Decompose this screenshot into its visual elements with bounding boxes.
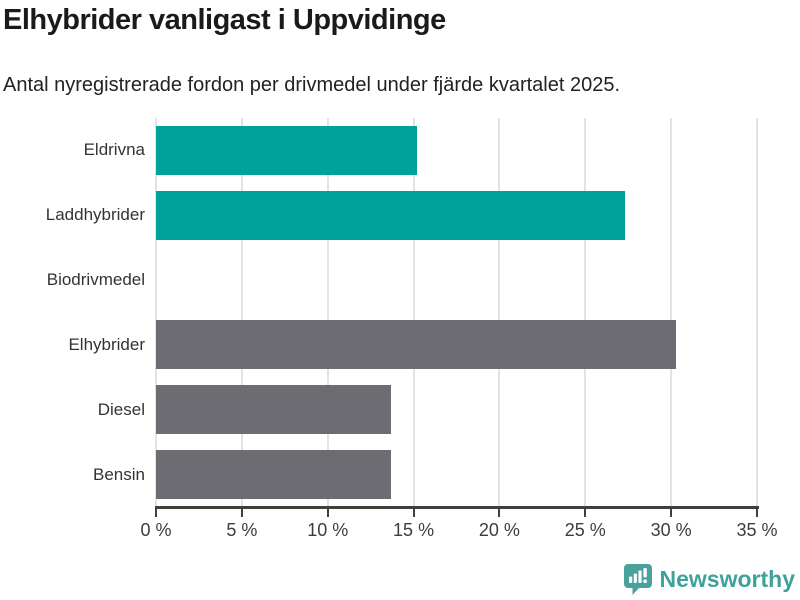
gridline (498, 118, 501, 507)
gridline (756, 118, 758, 507)
x-axis-tick-label: 10 % (307, 520, 349, 540)
bar-row (156, 313, 757, 378)
x-axis-tick (498, 509, 501, 517)
x-axis-tick-label: 15 % (393, 520, 435, 540)
gridline (412, 118, 415, 507)
gridline (326, 118, 329, 507)
brand-footer: Newsworthy (623, 563, 795, 596)
y-axis-label: Bensin (93, 464, 145, 484)
x-axis-tick (670, 509, 673, 517)
y-axis-label: Eldrivna (83, 140, 145, 160)
bar (156, 385, 392, 435)
x-axis-tick (240, 509, 243, 517)
x-axis-tick-label: 20 % (478, 520, 520, 540)
gridline (670, 118, 673, 507)
bar (156, 125, 417, 175)
brand-name: Newsworthy (659, 566, 795, 592)
bar-row (156, 118, 757, 183)
bar-row (156, 442, 757, 507)
plot-area (155, 118, 758, 507)
x-axis-tick-label: 0 % (140, 520, 172, 540)
gridline (584, 118, 587, 507)
x-axis-tick (155, 509, 157, 517)
chart-title: Elhybrider vanligast i Uppvidinge (3, 4, 446, 36)
x-axis-tick (756, 509, 758, 517)
x-axis-tick (412, 509, 415, 517)
x-axis-tick-label: 30 % (650, 520, 692, 540)
x-axis-tick-label: 25 % (564, 520, 606, 540)
bar (156, 190, 625, 240)
bar (156, 450, 392, 500)
x-axis-tick (326, 509, 329, 517)
bar-row (156, 248, 757, 313)
bar-row (156, 377, 757, 442)
x-axis-tick-labels: 0 % 5 % 10 % 15 % 20 % 25 % 30 % 35 % (0, 520, 800, 544)
bar-row (156, 183, 757, 248)
y-axis-label: Diesel (97, 399, 145, 419)
x-axis-tick-label: 35 % (736, 520, 778, 540)
x-axis-tick (584, 509, 587, 517)
newsworthy-logo-icon (623, 564, 652, 595)
gridline (155, 118, 157, 507)
chart-subtitle: Antal nyregistrerade fordon per drivmede… (3, 74, 621, 96)
x-axis-tick-label: 5 % (226, 520, 258, 540)
y-axis-label: Biodrivmedel (46, 270, 145, 290)
y-axis-label: Laddhybrider (45, 205, 145, 225)
bar (156, 320, 677, 370)
x-axis-line (155, 506, 759, 509)
gridline (240, 118, 243, 507)
y-axis-labels: Eldrivna Laddhybrider Biodrivmedel Elhybrid… (0, 118, 145, 507)
y-axis-label: Elhybrider (68, 334, 145, 354)
